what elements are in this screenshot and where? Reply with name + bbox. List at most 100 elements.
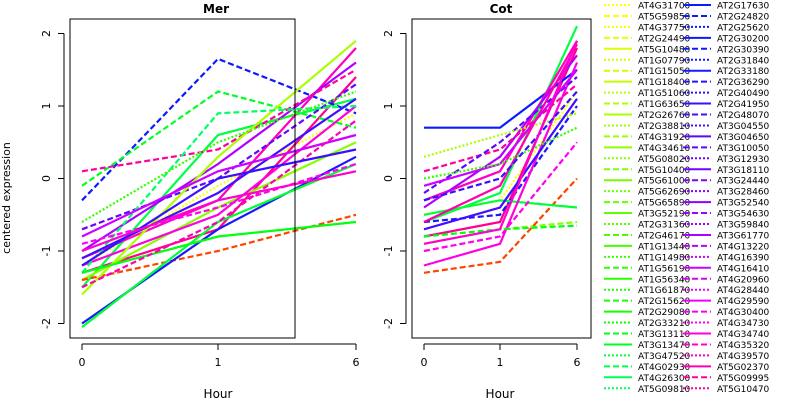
legend-label: AT5G09810 [638,385,691,395]
y-tick-label: -1 [382,246,395,257]
legend-label: AT4G16390 [717,253,770,263]
legend-label: AT5G02370 [717,363,770,373]
legend-label: AT3G28460 [717,188,770,198]
series-line [81,104,357,274]
series-line [423,177,578,274]
legend-label: AT2G41950 [717,100,770,110]
legend-label: AT1G07790 [638,56,691,66]
legend-label: AT5G10400 [638,166,691,176]
x-tick-label: 6 [353,356,360,369]
legend-label: AT2G30200 [717,34,770,44]
series-line [81,148,357,267]
series-line [81,220,357,274]
series-line [81,162,357,245]
legend-label: AT2G15620 [638,297,691,307]
x-tick-label: 6 [574,356,581,369]
legend-label: AT3G13470 [638,341,691,351]
series-line [81,39,357,296]
series-line [423,40,579,245]
y-tick-label: 0 [382,175,395,182]
series-line [423,54,578,209]
legend-label: AT5G62690 [638,188,691,198]
legend-label: AT4G35320 [717,341,770,351]
legend-label: AT2G31360 [638,221,691,231]
legend-label: AT5G10470 [717,385,770,395]
legend-label: AT3G24440 [717,177,770,187]
series-line [423,43,578,223]
x-axis-label-mer: Hour [204,387,233,400]
series-line [81,133,357,238]
legend-label: AT3G52540 [717,199,770,209]
legend-label: AT4G20960 [717,275,770,285]
y-tick-label: -1 [40,246,53,257]
series-line [423,90,578,216]
legend-label: AT2G40490 [717,89,770,99]
legend-label: AT3G47520 [638,352,691,362]
plot-frame [69,18,296,339]
legend-label: AT2G24820 [717,12,770,22]
legend-label: AT2G17630 [717,2,770,12]
series-line [423,141,578,253]
legend-label: AT5G10480 [638,45,691,55]
legend-label: AT4G39570 [717,352,770,362]
series-line [423,62,579,267]
legend-label: AT3G52190 [638,210,691,220]
legend-label: AT3G59840 [717,221,770,231]
y-tick-label: -2 [382,318,395,329]
series-line [81,170,357,253]
legend-label: AT1G63650 [638,100,691,110]
y-tick-label: 0 [40,175,53,182]
series-line [81,90,357,187]
legend-label: AT4G29590 [717,297,770,307]
legend-label: AT1G56190 [638,264,691,274]
legend-label: AT1G15050 [638,67,691,77]
legend-label: AT1G13440 [638,242,691,252]
legend-label: AT5G61000 [638,177,691,187]
legend-label: AT2G26760 [638,111,691,121]
legend-label: AT5G09995 [717,374,769,384]
legend-label: AT4G28440 [717,286,770,296]
series-line [423,98,578,231]
legend-label: AT2G38810 [638,122,691,132]
legend-label: AT2G33210 [638,319,691,329]
x-tick-label: 1 [215,356,222,369]
legend-label: AT2G30390 [717,45,770,55]
legend-label: AT3G04550 [717,122,770,132]
legend-label: AT5G59850 [638,12,691,22]
y-axis-label: centered expression [0,142,13,254]
legend-label: AT4G34610 [638,144,691,154]
legend-label: AT2G25620 [717,23,770,33]
series-line [423,76,578,194]
legend-label: AT2G46170 [638,231,691,241]
legend-label: AT4G31700 [638,2,691,12]
legend-label: AT3G10050 [717,144,770,154]
legend-label: AT5G08020 [638,155,691,165]
legend-label: AT1G18400 [638,78,691,88]
legend-label: AT4G37750 [638,23,691,33]
legend-label: AT3G12930 [717,155,770,165]
legend-label: AT2G31840 [717,56,770,66]
series-line [423,126,578,180]
legend-label: AT2G48070 [717,111,770,121]
legend-label: AT1G56340 [638,275,691,285]
series-line [81,162,357,328]
y-tick-label: 1 [40,103,53,110]
legend-label: AT4G13220 [717,242,770,252]
legend-label: AT4G26300 [638,374,691,384]
legend-label: AT2G33180 [717,67,770,77]
series-line [81,90,357,223]
legend-label: AT3G13110 [638,330,691,340]
y-tick-label: 1 [382,103,395,110]
x-axis-label-cot: Hour [486,387,515,400]
legend-label: AT4G16410 [717,264,770,274]
panel-cot: 0 1 6 -2 -1 0 1 2 [382,18,592,369]
x-tick-label: 0 [421,356,428,369]
panel-title-mer: Mer [203,2,229,16]
y-tick-label: 2 [382,30,395,37]
y-tick-label: 2 [40,30,53,37]
x-tick-label: 1 [497,356,504,369]
panel-mer: 0 1 6 -2 -1 0 1 2 [40,18,360,369]
series-line [81,68,357,173]
